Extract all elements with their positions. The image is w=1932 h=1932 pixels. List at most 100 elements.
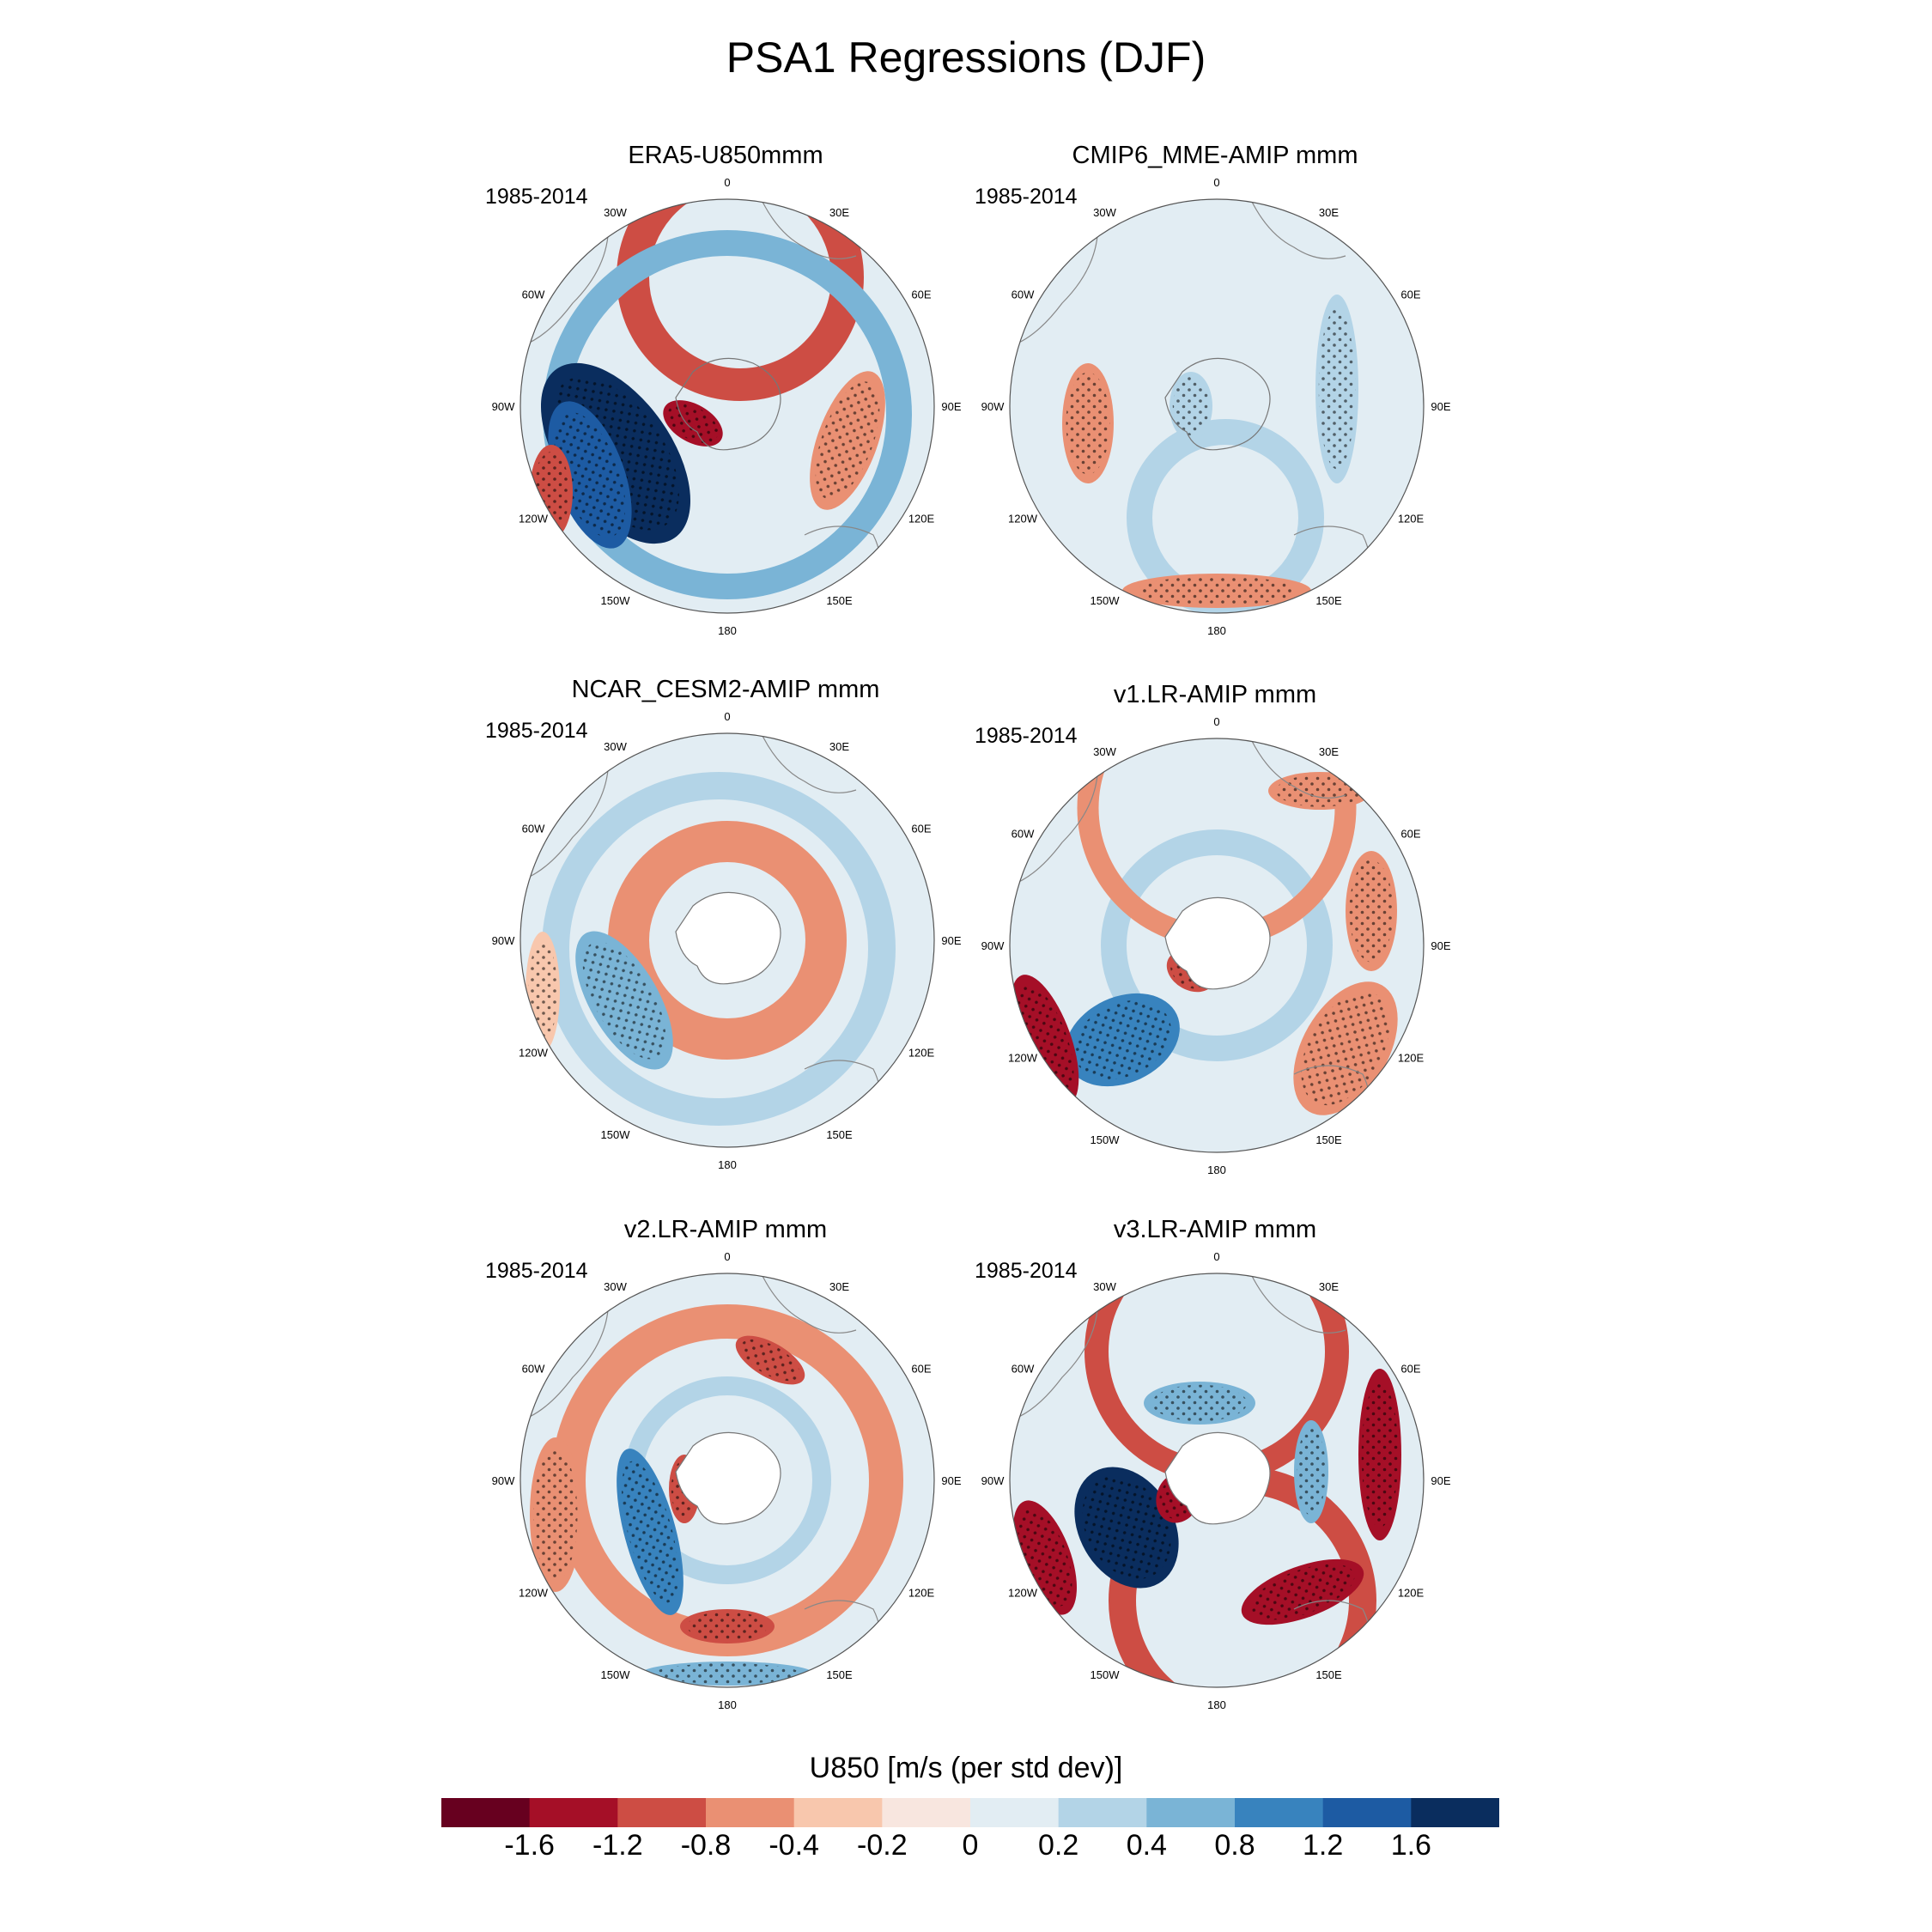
longitude-label: 90E xyxy=(941,1474,961,1487)
significance-stipple xyxy=(1172,377,1210,435)
longitude-label: 30E xyxy=(829,740,849,753)
panel-period: 1985-2014 xyxy=(975,1259,1078,1283)
longitude-label: 30E xyxy=(1319,745,1339,758)
longitude-label: 60E xyxy=(911,823,931,835)
field-ring xyxy=(1101,829,1333,1061)
map-border xyxy=(1009,1273,1425,1688)
significance-stipple xyxy=(1349,860,1394,963)
longitude-label: 150W xyxy=(1091,1133,1121,1146)
longitude-label: 150W xyxy=(1091,594,1121,607)
longitude-label: 90W xyxy=(981,400,1005,413)
map-border xyxy=(519,732,935,1148)
longitude-label: 60E xyxy=(1400,1363,1420,1376)
longitude-label: 30W xyxy=(1093,1280,1116,1293)
significance-stipple xyxy=(1073,1000,1171,1079)
colorbar-segment xyxy=(529,1798,618,1827)
significance-stipple xyxy=(621,1461,679,1603)
longitude-label: 90E xyxy=(1431,939,1450,952)
colorbar-segment xyxy=(1146,1798,1236,1827)
map-border xyxy=(519,198,935,614)
map-panel-era5: ERA5-U850mmm 1985-2014 0 30E 60E 90E 120E 150… xyxy=(485,142,966,657)
map-field xyxy=(1010,1273,1424,1687)
polar-map: 0 30E 60E 90E 120E 150E 180 150W 120W 90W 60W 30W xyxy=(492,1250,962,1711)
significance-stipple xyxy=(1301,991,1390,1106)
longitude-label: 90E xyxy=(1431,1474,1450,1487)
longitude-label: 120W xyxy=(519,1047,549,1060)
longitude-label: 30E xyxy=(829,1280,849,1293)
longitude-label: 30W xyxy=(1093,206,1116,219)
longitude-label: 180 xyxy=(1207,624,1226,637)
panel-title: v3.LR-AMIP mmm xyxy=(1113,1216,1317,1243)
longitude-label: 60E xyxy=(911,289,931,301)
longitude-label: 90W xyxy=(981,939,1005,952)
map-field xyxy=(520,199,934,613)
significance-stipple xyxy=(740,1339,800,1382)
longitude-label: 120E xyxy=(908,1587,935,1600)
panel-title: v1.LR-AMIP mmm xyxy=(1113,681,1317,708)
colorbar-tick: 1.2 xyxy=(1303,1829,1344,1862)
longitude-label: 180 xyxy=(1207,1163,1226,1176)
panel-period: 1985-2014 xyxy=(485,1259,588,1283)
longitude-label: 90E xyxy=(941,400,961,413)
longitude-label: 30E xyxy=(1319,1280,1339,1293)
significance-stipple xyxy=(1151,1384,1248,1422)
significance-stipple xyxy=(528,940,557,1043)
longitude-label: 90W xyxy=(492,1474,515,1487)
longitude-label: 0 xyxy=(1213,176,1219,189)
significance-stipple xyxy=(1361,1382,1399,1528)
longitude-label: 150E xyxy=(1315,1668,1342,1681)
polar-map: 0 30E 60E 90E 120E 150E 180 150W 120W 90W 60W 30W xyxy=(492,176,962,637)
longitude-label: 60W xyxy=(522,289,545,301)
longitude-label: 0 xyxy=(724,1250,730,1263)
longitude-label: 120E xyxy=(908,1047,935,1060)
longitude-label: 120E xyxy=(908,513,935,526)
longitude-label: 150W xyxy=(601,594,631,607)
longitude-label: 150E xyxy=(826,594,853,607)
colorbar-tick: -0.4 xyxy=(769,1829,819,1862)
colorbar-segment xyxy=(706,1798,795,1827)
significance-stipple xyxy=(1276,775,1364,807)
colorbar-segment xyxy=(441,1798,531,1827)
map-panel-v3: v3.LR-AMIP mmm 1985-2014 0 30E 60E 90E 120E 1… xyxy=(975,1216,1455,1731)
longitude-label: 60E xyxy=(911,1363,931,1376)
map-border xyxy=(1009,198,1425,614)
colorbar-tick: -0.8 xyxy=(680,1829,732,1862)
significance-stipple xyxy=(1136,576,1297,605)
africa-coastline xyxy=(761,733,857,793)
antarctica-outline xyxy=(1164,1431,1271,1525)
significance-stipple xyxy=(533,1449,578,1581)
polar-map: 0 30E 60E 90E 120E 150E 180 150W 120W 90W 60W 30W xyxy=(981,1250,1451,1711)
map-panel-v1: v1.LR-AMIP mmm 1985-2014 0 30E 60E 90E 120E 1… xyxy=(975,681,1455,1196)
antarctica-outline xyxy=(1164,896,1271,990)
longitude-label: 30E xyxy=(829,206,849,219)
longitude-label: 120W xyxy=(1008,1587,1038,1600)
colorbar-tick: -0.2 xyxy=(857,1829,908,1862)
longitude-label: 30W xyxy=(604,206,627,219)
map-panel-v2: v2.LR-AMIP mmm 1985-2014 0 30E 60E 90E 120E 1… xyxy=(485,1216,966,1731)
longitude-label: 60E xyxy=(1400,289,1420,301)
africa-coastline xyxy=(1250,738,1346,799)
significance-stipple xyxy=(1066,372,1110,475)
significance-stipple xyxy=(582,941,666,1060)
longitude-label: 30W xyxy=(604,1280,627,1293)
longitude-label: 60W xyxy=(522,823,545,835)
map-field xyxy=(520,1273,934,1687)
colorbar-segment xyxy=(1411,1798,1499,1827)
figure-title: PSA1 Regressions (DJF) xyxy=(726,33,1206,82)
panel-title: ERA5-U850mmm xyxy=(628,142,823,169)
longitude-label: 90E xyxy=(941,934,961,947)
map-field xyxy=(1010,199,1424,613)
africa-coastline xyxy=(1250,199,1346,259)
significance-stipple xyxy=(1082,1476,1171,1579)
longitude-label: 150W xyxy=(601,1668,631,1681)
longitude-label: 120E xyxy=(1398,513,1425,526)
panel-period: 1985-2014 xyxy=(975,724,1078,748)
longitude-label: 30W xyxy=(1093,745,1116,758)
longitude-label: 120W xyxy=(1008,513,1038,526)
colorbar-segment xyxy=(1235,1798,1324,1827)
colorbar-tick: -1.2 xyxy=(592,1829,643,1862)
map-field xyxy=(1010,738,1424,1152)
colorbar-tick: 0.4 xyxy=(1126,1829,1167,1862)
longitude-label: 120W xyxy=(519,1587,549,1600)
longitude-label: 150E xyxy=(826,1668,853,1681)
